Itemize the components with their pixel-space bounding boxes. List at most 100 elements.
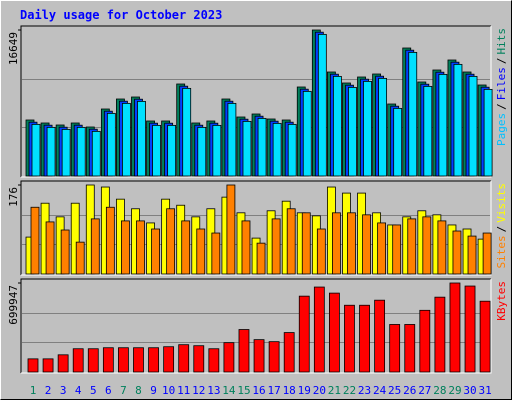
bar [72,348,84,373]
bar [30,206,40,275]
bar [301,212,311,275]
x-tick-label: 12 [192,384,205,397]
bar [449,282,461,373]
bar [298,295,310,373]
bar [377,222,387,275]
panel-edge [21,26,492,178]
bar [393,107,403,177]
bar [344,304,355,373]
bar [374,299,386,373]
bar [437,220,447,275]
bar [317,33,327,177]
bar [467,235,477,275]
panel-edge [20,25,491,177]
bar [75,241,85,275]
x-tick-label: 17 [267,384,280,397]
x-tick-label: 28 [433,384,446,397]
x-tick-label: 14 [222,384,236,397]
x-tick-label: 30 [463,384,476,397]
bar [167,124,177,177]
bar [57,354,69,373]
x-tick-label: 7 [120,384,127,397]
bar [419,309,431,373]
bar [253,339,265,373]
y-tick-label: 176 [7,187,20,207]
x-tick-label: 16 [252,384,265,397]
bar [182,87,192,177]
legend-entry: Hits [495,28,508,55]
bar [42,358,54,373]
bar [256,242,266,275]
bar [227,102,237,177]
bar [483,88,493,177]
bar [136,220,145,275]
bar [482,232,492,275]
bar [272,122,282,177]
bar [60,229,70,275]
bar [464,285,476,373]
bar [212,124,222,177]
bar [316,228,326,275]
bar [468,75,478,177]
bar [105,206,115,275]
bar [45,221,55,275]
bar [313,286,325,373]
bar [102,347,114,373]
x-tick-label: 21 [328,384,341,397]
x-tick-label: 31 [478,384,491,397]
y-tick-label: 699947 [7,285,20,325]
bar [181,220,191,275]
bar [61,128,71,177]
legend-entry: Visits [495,183,508,223]
bar [347,212,356,275]
bar [166,208,176,275]
x-tick-label: 2 [45,384,52,397]
bar [196,228,206,275]
bar [453,63,463,177]
x-tick-label: 25 [388,384,401,397]
bar [392,224,402,275]
bar [332,75,342,177]
x-tick-label: 13 [207,384,220,397]
x-tick-label: 20 [313,384,326,397]
x-tick-label: 26 [403,384,416,397]
x-tick-label: 11 [177,384,190,397]
x-tick-label: 23 [358,384,371,397]
bar [208,348,220,373]
bar [404,324,416,373]
bar [286,208,296,275]
bar [434,296,446,373]
x-tick-label: 5 [90,384,97,397]
x-tick-label: 15 [237,384,250,397]
bar [90,218,100,275]
bar [193,345,205,373]
bar [328,292,340,373]
bar [438,73,448,177]
x-tick-label: 6 [105,384,112,397]
bar [331,212,341,275]
bar [242,120,252,177]
bar [363,80,372,177]
legend-entry: Pages [495,113,508,146]
bar [76,126,86,177]
bar [241,220,251,275]
bar [197,126,207,177]
bar [359,304,370,373]
legend-separator: / [495,103,508,110]
bar [137,100,146,177]
legend-separator: / [495,226,508,233]
bar [479,300,491,373]
panel-edge [21,181,492,276]
x-tick-label: 3 [60,384,67,397]
legend: Sites / Visits [495,183,508,269]
panel-edge [20,180,491,275]
bar [226,184,236,275]
x-tick-label: 9 [150,384,157,397]
x-tick-label: 8 [135,384,142,397]
bar [106,112,116,177]
x-tick-label: 29 [448,384,461,397]
bar [407,218,417,275]
bar [122,102,131,177]
bar [408,51,418,177]
